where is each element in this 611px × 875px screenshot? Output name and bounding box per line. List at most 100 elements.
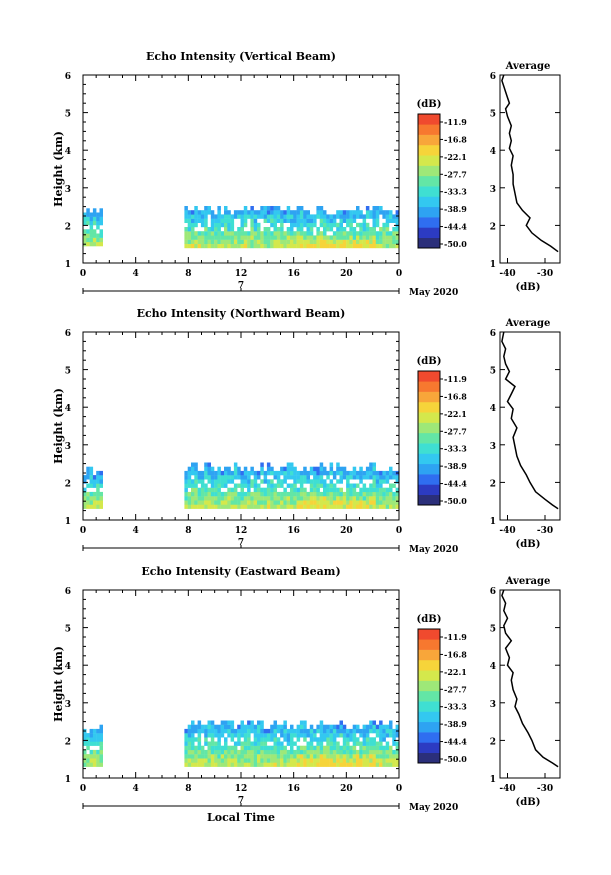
heatmap-cell (323, 733, 327, 738)
heatmap-cell (329, 214, 334, 219)
heatmap-cell (99, 496, 103, 501)
heatmap-cell (270, 210, 274, 215)
heatmap-cell (316, 475, 320, 480)
heatmap-cell (296, 227, 301, 232)
heatmap-cell (92, 216, 97, 222)
heatmap-cell (217, 475, 221, 480)
heatmap-cell (332, 222, 337, 228)
heatmap-cell (332, 239, 337, 244)
heatmap-cell (237, 231, 241, 236)
heatmap-cell (319, 733, 324, 738)
heatmap-cell (299, 483, 304, 488)
heatmap-cell (389, 754, 393, 759)
heatmap-cell (306, 762, 310, 767)
heatmap-cell (329, 218, 334, 223)
heatmap-cell (250, 222, 254, 228)
heatmap-cell (283, 733, 287, 738)
heatmap-cell (214, 235, 218, 240)
heatmap-cell (83, 220, 87, 226)
heatmap-cell (349, 243, 353, 249)
heatmap-cell (303, 728, 307, 734)
heatmap-cell (283, 749, 287, 755)
heatmap-cell (306, 733, 310, 738)
heatmap-cell (365, 733, 370, 738)
heatmap-cell (187, 210, 192, 215)
heatmap-cell (369, 227, 373, 232)
heatmap-cell (362, 728, 367, 734)
heatmap-cell (332, 231, 337, 236)
heatmap-cell (191, 749, 195, 755)
heatmap-cell (270, 235, 274, 240)
heatmap-cell (263, 745, 268, 751)
heatmap-cell (280, 500, 284, 505)
heatmap-cell (375, 724, 380, 730)
heatmap-cell (207, 745, 211, 751)
heatmap-cell (99, 237, 103, 243)
heatmap-cell (220, 758, 225, 763)
heatmap-cell (369, 466, 373, 472)
heatmap-cell (253, 222, 258, 228)
y-tick-label: 5 (65, 625, 71, 635)
heatmap-cell (250, 206, 254, 211)
heatmap-cell (290, 737, 294, 742)
heatmap-cell (303, 214, 307, 219)
heatmap-cell (385, 733, 390, 738)
heatmap-cell (316, 483, 320, 488)
heatmap-cell (194, 487, 198, 493)
heatmap-cell (214, 214, 218, 219)
heatmap-cell (250, 491, 254, 497)
colorbar-tick-label: -33.3 (444, 702, 467, 712)
heatmap-cell (342, 470, 347, 476)
heatmap-cell (197, 214, 202, 219)
heatmap-cell (336, 239, 340, 244)
heatmap-cell (293, 466, 297, 472)
heatmap-cell (243, 491, 248, 497)
heatmap-cell (336, 745, 340, 751)
heatmap-cell (313, 475, 317, 480)
heatmap-cell (184, 243, 188, 249)
heatmap-cell (385, 470, 390, 476)
heatmap-cell (313, 762, 317, 767)
heatmap-cell (204, 749, 208, 755)
heatmap-cell (323, 737, 327, 742)
heatmap-cell (220, 733, 225, 738)
heatmap-cell (389, 210, 393, 215)
heatmap-cell (303, 491, 307, 497)
heatmap-cell (191, 737, 195, 742)
heatmap-cell (395, 227, 399, 232)
heatmap-cell (382, 487, 386, 493)
heatmap-cell (260, 466, 264, 472)
heatmap-cell (379, 754, 383, 759)
heatmap-cell (372, 479, 376, 484)
x-tick-label: 4 (133, 269, 139, 279)
heatmap-cell (362, 214, 367, 219)
heatmap-cell (319, 754, 324, 759)
x-tick-label: 12 (235, 269, 248, 279)
heatmap-cell (359, 496, 363, 501)
heatmap-cell (257, 475, 261, 480)
heatmap-cell (210, 210, 215, 215)
heatmap-cell (313, 243, 317, 249)
heatmap-cell (365, 231, 370, 236)
heatmap-cell (270, 724, 274, 730)
heatmap-cell (247, 745, 251, 751)
colorbar-swatch (418, 144, 440, 156)
heatmap-cell (293, 239, 297, 244)
heatmap-cell (326, 749, 330, 755)
heatmap-cell (323, 758, 327, 763)
heatmap-cell (184, 500, 188, 505)
heatmap-cell (296, 470, 301, 476)
heatmap-cell (332, 762, 337, 767)
colorbar-tick-label: -50.0 (444, 239, 467, 249)
heatmap-cell (286, 500, 291, 505)
heatmap-cell (197, 758, 202, 763)
heatmap-cell (191, 733, 195, 738)
heatmap-cell (207, 500, 211, 505)
heatmap-cell (227, 754, 231, 759)
heatmap-cell (92, 496, 97, 501)
heatmap-cell (372, 741, 376, 746)
heatmap-cell (86, 496, 90, 501)
heatmap-cell (224, 227, 228, 232)
heatmap-cell (293, 218, 297, 223)
profile-y-tick-label: 4 (490, 662, 496, 672)
